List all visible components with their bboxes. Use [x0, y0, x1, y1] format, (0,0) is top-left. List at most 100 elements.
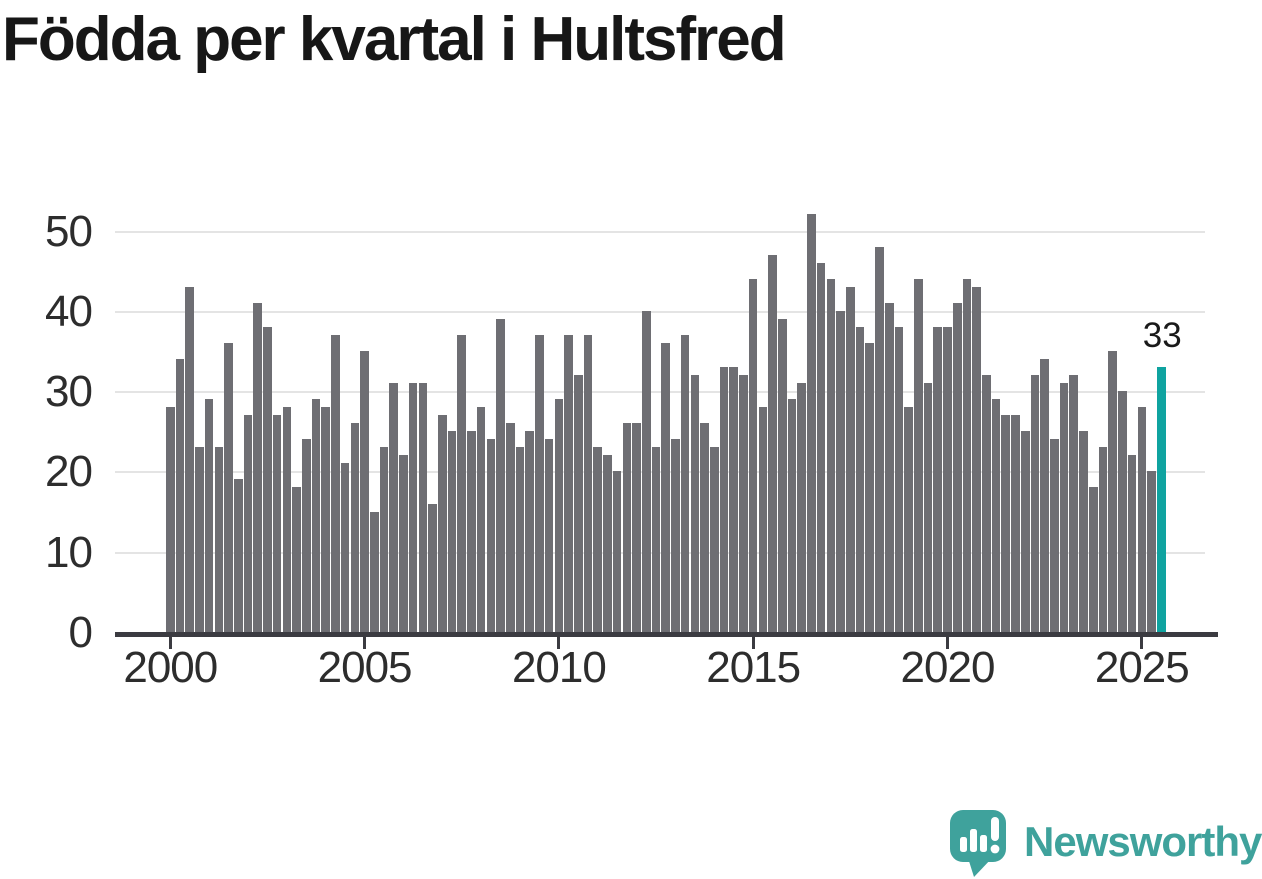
- x-axis-label: 2010: [511, 643, 607, 692]
- bar: [671, 439, 680, 632]
- chart-title: Födda per kvartal i Hultsfred: [2, 5, 787, 74]
- bar: [875, 246, 884, 632]
- bar: [535, 334, 544, 632]
- y-axis-label: 40: [45, 286, 93, 336]
- bar: [748, 278, 758, 632]
- bar: [651, 447, 661, 632]
- bar: [204, 399, 214, 632]
- bar: [1040, 358, 1049, 632]
- bar: [816, 262, 826, 632]
- bar: [1147, 471, 1156, 632]
- bar: [408, 383, 418, 632]
- bar: [962, 278, 972, 632]
- bar: [360, 350, 369, 632]
- bar: [739, 375, 748, 632]
- highlighted-bar: [1156, 367, 1166, 632]
- bar: [583, 334, 593, 632]
- bar: [564, 334, 573, 632]
- x-axis-tick: [1140, 634, 1144, 649]
- bar: [195, 447, 204, 632]
- bar: [379, 447, 389, 632]
- bar: [544, 439, 554, 632]
- bar: [612, 471, 622, 632]
- bar: [1069, 375, 1079, 632]
- plot-area: 33: [115, 211, 1218, 637]
- x-axis-line: [115, 632, 1218, 637]
- bar: [797, 383, 807, 632]
- bar: [972, 286, 981, 632]
- bar: [185, 286, 195, 632]
- bar: [253, 302, 263, 632]
- bar: [952, 302, 962, 632]
- newsworthy-logo-text: Newsworthy: [1024, 818, 1262, 865]
- bar: [603, 455, 612, 632]
- newsworthy-logo: Newsworthy: [948, 806, 1262, 878]
- bar-value-annotation: 33: [1142, 316, 1182, 356]
- bar: [768, 254, 777, 632]
- bar: [1137, 407, 1147, 632]
- bar: [923, 383, 933, 632]
- bar: [175, 358, 185, 632]
- x-axis-tick: [168, 634, 172, 649]
- bar: [680, 334, 690, 632]
- bar: [1011, 415, 1020, 632]
- bar: [661, 342, 671, 632]
- bar: [1127, 455, 1137, 632]
- gridline: [115, 230, 1205, 233]
- bar: [418, 383, 428, 632]
- bar: [1098, 447, 1108, 632]
- y-axis-label: 50: [45, 206, 93, 256]
- bar: [1079, 431, 1088, 632]
- bar: [272, 415, 282, 632]
- bar: [904, 407, 913, 632]
- bar: [1020, 431, 1030, 632]
- bar: [826, 278, 836, 632]
- bar: [525, 431, 535, 632]
- x-axis-label: 2015: [706, 643, 801, 692]
- bar: [428, 503, 437, 632]
- x-axis-tick: [946, 634, 949, 649]
- bar: [865, 342, 875, 632]
- bar: [1001, 415, 1011, 632]
- y-axis-label: 30: [45, 367, 93, 417]
- x-axis-tick: [363, 634, 367, 649]
- bar: [807, 214, 816, 632]
- bar: [1059, 383, 1069, 632]
- bar: [486, 439, 496, 632]
- bar: [166, 407, 175, 632]
- bar: [729, 367, 739, 632]
- bar: [710, 447, 719, 632]
- bar: [243, 415, 253, 632]
- bar: [855, 326, 865, 632]
- bar: [292, 487, 301, 632]
- bar: [574, 375, 583, 632]
- bar: [515, 447, 525, 632]
- x-axis-label: 2025: [1094, 643, 1190, 692]
- y-axis-label: 0: [68, 608, 93, 657]
- bar: [719, 367, 729, 632]
- bar: [1050, 439, 1059, 632]
- y-axis-labels: 0 10 20 30 40 50: [0, 206, 93, 654]
- bar: [214, 447, 224, 632]
- bar: [593, 447, 603, 632]
- bar: [399, 455, 408, 632]
- bar: [1030, 375, 1040, 632]
- x-axis-label: 2000: [123, 643, 218, 692]
- bar: [943, 326, 952, 632]
- bar: [1118, 391, 1127, 632]
- bar: [467, 431, 476, 632]
- bar: [340, 463, 350, 632]
- bar: [846, 286, 855, 632]
- bar: [632, 423, 641, 632]
- bar: [302, 439, 311, 632]
- bar: [370, 511, 379, 632]
- bar: [350, 423, 360, 632]
- bar: [933, 326, 943, 632]
- x-axis-label: 2005: [317, 643, 413, 692]
- x-axis-tick: [751, 634, 755, 649]
- bar: [554, 399, 564, 632]
- x-axis-label: 2020: [900, 643, 996, 692]
- bar: [690, 375, 700, 632]
- bar: [778, 318, 787, 632]
